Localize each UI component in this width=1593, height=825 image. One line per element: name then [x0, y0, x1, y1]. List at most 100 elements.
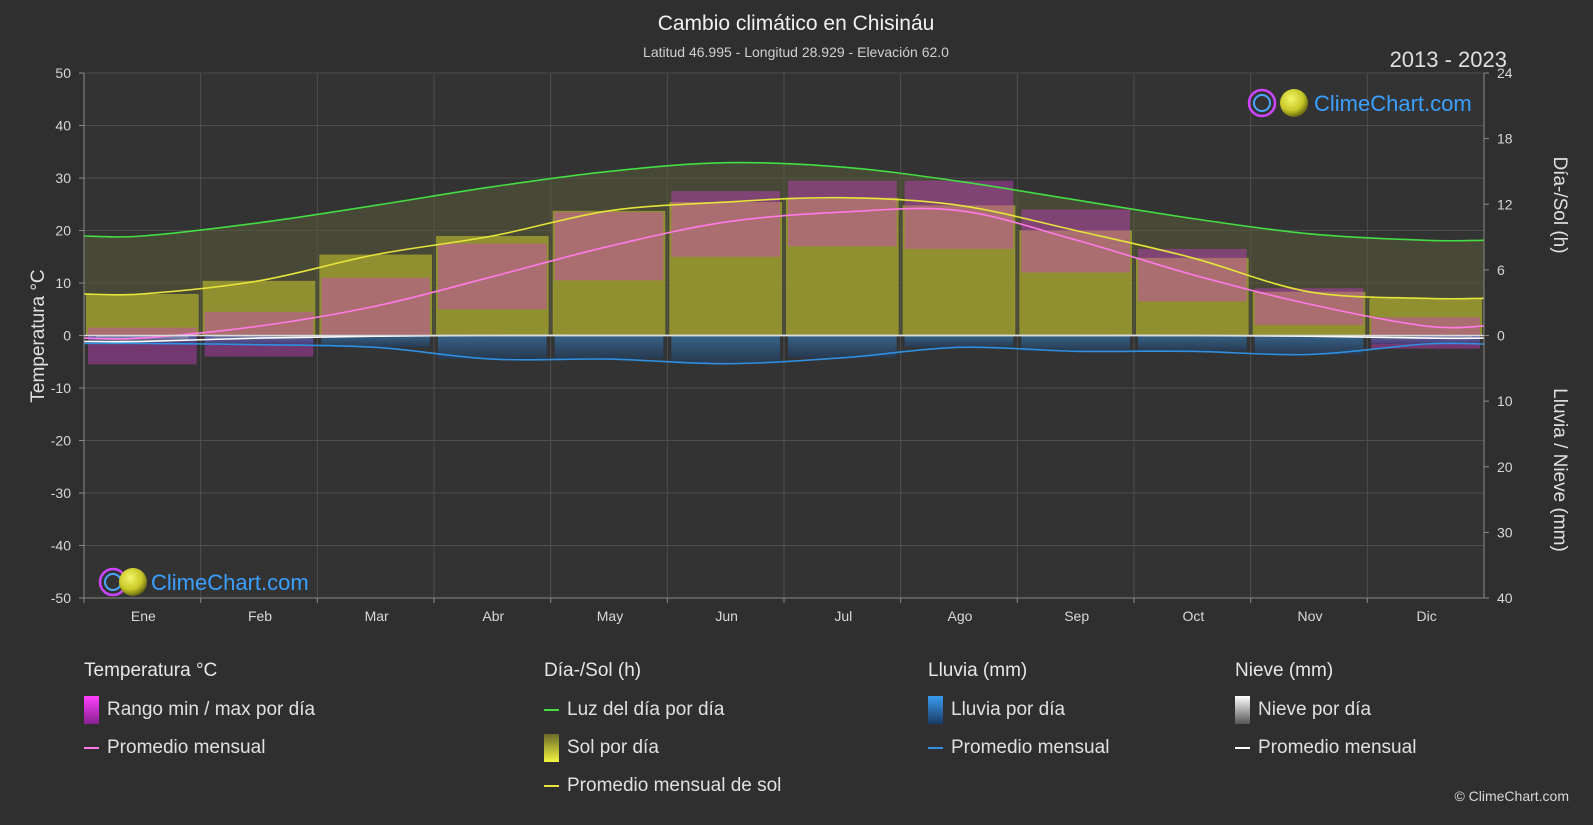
- month-tick-label: Sep: [1064, 608, 1089, 624]
- sunshine-bar: [552, 210, 666, 336]
- right-top-tick-label: 12: [1497, 196, 1513, 212]
- right-bottom-tick-label: 20: [1497, 459, 1513, 475]
- rain-bar: [554, 335, 664, 360]
- left-tick-label: -50: [51, 590, 71, 606]
- logo-sun-icon: [119, 568, 147, 596]
- sunshine-bar: [1369, 298, 1482, 336]
- legend-title-daylight: Día-/Sol (h): [544, 660, 642, 681]
- right-top-tick-label: 0: [1497, 328, 1505, 344]
- sunshine-average-line: [83, 196, 1485, 300]
- legend-item-sun: Sol por día: [544, 734, 781, 762]
- logo-text-top: ClimeChart.com: [1314, 91, 1472, 116]
- legend-label: Promedio mensual: [951, 737, 1110, 758]
- left-tick-label: 50: [55, 65, 71, 81]
- rain-average-line: [83, 342, 1485, 365]
- right-bottom-tick-label: 10: [1497, 393, 1513, 409]
- logo-inner-ring-icon: [1253, 94, 1271, 112]
- snow-bar: [1379, 335, 1472, 339]
- legend-temperature: Temperatura °C Rango min / max por día P…: [84, 660, 315, 772]
- left-tick-label: -40: [51, 538, 71, 554]
- legend-label: Sol por día: [567, 737, 659, 758]
- legend-item-rain: Lluvia por día: [928, 696, 1109, 724]
- rain-bar: [204, 335, 314, 345]
- temperature-range-bar: [204, 311, 314, 357]
- sunshine-bar: [902, 205, 1016, 336]
- chart-lines: [83, 161, 1485, 365]
- snow-avg-swatch: [1235, 747, 1250, 749]
- legend-label: Promedio mensual: [107, 737, 266, 758]
- rain-bar: [1371, 335, 1480, 345]
- left-tick-label: 20: [55, 223, 71, 239]
- month-tick-label: Mar: [365, 608, 389, 624]
- chart-subtitle: Latitud 46.995 - Longitud 28.929 - Eleva…: [643, 44, 949, 60]
- month-tick-label: Jun: [715, 608, 738, 624]
- legend-title-snow: Nieve (mm): [1235, 660, 1334, 681]
- temperature-range-bar: [904, 180, 1014, 249]
- legend-label: Lluvia por día: [951, 699, 1066, 720]
- sunshine-bar: [1136, 257, 1249, 336]
- legend-item-temp-range: Rango min / max por día: [84, 696, 315, 724]
- month-tick-label: May: [597, 608, 623, 624]
- sunshine-bar: [786, 197, 899, 336]
- legend-snow: Nieve (mm) Nieve por día Promedio mensua…: [1235, 660, 1416, 772]
- rain-bar: [904, 335, 1014, 348]
- left-tick-label: 0: [63, 328, 71, 344]
- sun-avg-swatch: [544, 785, 559, 787]
- daylight-line: [83, 161, 1485, 242]
- legend-item-rain-avg: Promedio mensual: [928, 734, 1109, 762]
- legend-item-snow: Nieve por día: [1235, 696, 1416, 724]
- sunshine-bar: [86, 293, 199, 336]
- legend-label: Promedio mensual: [1258, 737, 1417, 758]
- right-axis-title-top: Día-/Sol (h): [1549, 156, 1570, 253]
- legend-label: Nieve por día: [1258, 699, 1372, 720]
- right-axis-title-bottom: Lluvia / Nieve (mm): [1549, 388, 1570, 552]
- rain-bar: [1021, 335, 1130, 352]
- snow-swatch: [1235, 696, 1250, 724]
- month-tick-label: Ago: [948, 608, 973, 624]
- axis-ticks: 50 40 30 20 10 0 -10 -20 -30 -40 -50 24 18 12 6 0 10 20 30…: [51, 65, 1513, 624]
- rain-bar: [788, 335, 897, 358]
- left-axis-title: Temperatura °C: [28, 269, 49, 402]
- logo-text-bottom: ClimeChart.com: [151, 570, 309, 595]
- left-tick-label: -30: [51, 485, 71, 501]
- legend-title-rain: Lluvia (mm): [928, 660, 1028, 681]
- sunshine-bar: [436, 235, 549, 336]
- rain-avg-swatch: [928, 747, 943, 749]
- legend-item-snow-avg: Promedio mensual: [1235, 734, 1416, 762]
- sunshine-bar: [319, 254, 432, 336]
- snow-bar: [212, 335, 306, 339]
- temp-avg-swatch: [84, 747, 99, 749]
- right-top-tick-label: 18: [1497, 131, 1513, 147]
- temperature-range-bar: [1021, 209, 1130, 273]
- legend-item-temp-avg: Promedio mensual: [84, 734, 315, 762]
- year-range: 2013 - 2023: [1390, 47, 1507, 72]
- temperature-average-line: [83, 207, 1485, 340]
- temperature-range-bar: [1254, 288, 1364, 325]
- legend-title-temperature: Temperatura °C: [84, 660, 218, 681]
- rain-swatch: [928, 696, 943, 724]
- left-tick-label: 10: [55, 275, 71, 291]
- rain-bar: [438, 335, 547, 360]
- logo-ring-icon: [1247, 88, 1277, 118]
- left-tick-label: 40: [55, 118, 71, 134]
- sunshine-bar: [669, 202, 782, 336]
- month-tick-label: Ene: [131, 608, 156, 624]
- legend-item-sun-avg: Promedio mensual de sol: [544, 772, 781, 800]
- chart-title: Cambio climático en Chisináu: [658, 12, 935, 35]
- right-top-tick-label: 24: [1497, 65, 1513, 81]
- temperature-range-bar: [788, 180, 897, 247]
- legend-rain: Lluvia (mm) Lluvia por día Promedio mens…: [928, 660, 1109, 772]
- left-tick-label: -10: [51, 380, 71, 396]
- month-tick-label: Nov: [1298, 608, 1323, 624]
- rain-bar: [1254, 335, 1364, 355]
- climechart-logo-top: ClimeChart.com: [1247, 88, 1472, 118]
- temperature-range-bar: [671, 191, 780, 257]
- month-tick-label: Dic: [1417, 608, 1437, 624]
- rain-bar: [321, 335, 430, 348]
- temperature-range-bar: [88, 327, 197, 365]
- temp-range-swatch: [84, 696, 99, 724]
- left-tick-label: -20: [51, 433, 71, 449]
- copyright: © ClimeChart.com: [1454, 788, 1569, 804]
- sunshine-bar: [1252, 291, 1366, 336]
